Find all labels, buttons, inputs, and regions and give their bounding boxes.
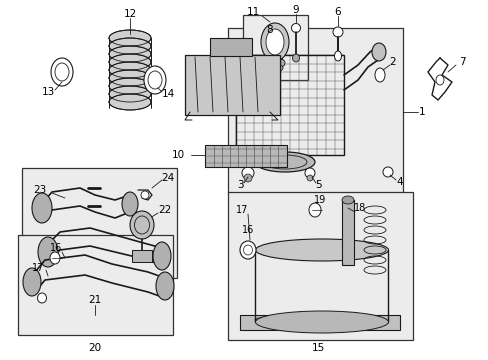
Bar — [204, 145, 286, 167]
Ellipse shape — [255, 311, 387, 333]
Text: 16: 16 — [242, 225, 254, 235]
Text: 17: 17 — [235, 205, 248, 215]
Ellipse shape — [109, 94, 151, 110]
Ellipse shape — [374, 68, 384, 82]
Bar — [227, 28, 402, 193]
Text: 8: 8 — [266, 25, 273, 35]
Ellipse shape — [266, 64, 283, 72]
Bar — [18, 235, 173, 335]
Text: 19: 19 — [313, 195, 325, 205]
Ellipse shape — [109, 54, 151, 70]
Ellipse shape — [143, 66, 165, 94]
Ellipse shape — [130, 211, 154, 239]
Ellipse shape — [51, 58, 73, 86]
Ellipse shape — [254, 152, 314, 172]
Ellipse shape — [109, 86, 151, 102]
Ellipse shape — [244, 174, 251, 182]
Text: 13: 13 — [41, 87, 55, 97]
Ellipse shape — [291, 23, 300, 32]
Bar — [243, 15, 307, 80]
Ellipse shape — [371, 43, 385, 61]
Text: 11: 11 — [246, 7, 259, 17]
Ellipse shape — [156, 272, 174, 300]
Ellipse shape — [153, 242, 171, 270]
Text: 17: 17 — [32, 263, 44, 273]
Ellipse shape — [306, 175, 312, 181]
Text: 23: 23 — [33, 185, 46, 195]
Bar — [184, 55, 280, 115]
Bar — [240, 315, 399, 330]
Text: 2: 2 — [389, 57, 395, 67]
Ellipse shape — [261, 23, 288, 61]
Bar — [209, 38, 251, 56]
Ellipse shape — [341, 196, 353, 204]
Text: 6: 6 — [334, 7, 341, 17]
Ellipse shape — [254, 314, 384, 326]
Ellipse shape — [382, 167, 392, 177]
Text: 14: 14 — [161, 89, 174, 99]
Text: 24: 24 — [161, 173, 174, 183]
Ellipse shape — [308, 203, 320, 217]
Ellipse shape — [38, 293, 46, 303]
Ellipse shape — [32, 193, 52, 223]
Text: 9: 9 — [292, 5, 299, 15]
Ellipse shape — [242, 167, 253, 179]
Ellipse shape — [50, 252, 60, 264]
Ellipse shape — [278, 42, 285, 50]
Ellipse shape — [292, 54, 299, 62]
Text: 1: 1 — [418, 107, 425, 117]
Text: 3: 3 — [236, 180, 243, 190]
Ellipse shape — [109, 46, 151, 62]
Ellipse shape — [240, 241, 256, 259]
Text: 4: 4 — [396, 177, 403, 187]
Ellipse shape — [109, 70, 151, 86]
Ellipse shape — [141, 191, 149, 199]
Bar — [132, 250, 152, 262]
Ellipse shape — [265, 29, 284, 55]
Text: 21: 21 — [88, 295, 102, 305]
Text: 20: 20 — [88, 343, 102, 353]
Text: 5: 5 — [314, 180, 321, 190]
Ellipse shape — [109, 30, 151, 46]
Ellipse shape — [38, 237, 58, 267]
Ellipse shape — [122, 192, 138, 216]
Text: 10: 10 — [171, 150, 184, 160]
Ellipse shape — [109, 38, 151, 54]
Bar — [341, 200, 353, 265]
Ellipse shape — [255, 239, 387, 261]
Bar — [22, 168, 177, 278]
Text: 16: 16 — [50, 243, 62, 253]
Ellipse shape — [279, 59, 285, 67]
Ellipse shape — [109, 62, 151, 78]
Ellipse shape — [435, 75, 443, 85]
Text: 7: 7 — [458, 57, 465, 67]
Text: 18: 18 — [353, 203, 366, 213]
Ellipse shape — [305, 168, 314, 178]
Bar — [227, 192, 412, 340]
Ellipse shape — [109, 78, 151, 94]
Ellipse shape — [334, 51, 341, 61]
Bar — [236, 55, 343, 155]
Ellipse shape — [23, 268, 41, 296]
Ellipse shape — [332, 27, 342, 37]
Text: 12: 12 — [123, 9, 136, 19]
Text: 22: 22 — [158, 205, 171, 215]
Text: 15: 15 — [311, 343, 324, 353]
